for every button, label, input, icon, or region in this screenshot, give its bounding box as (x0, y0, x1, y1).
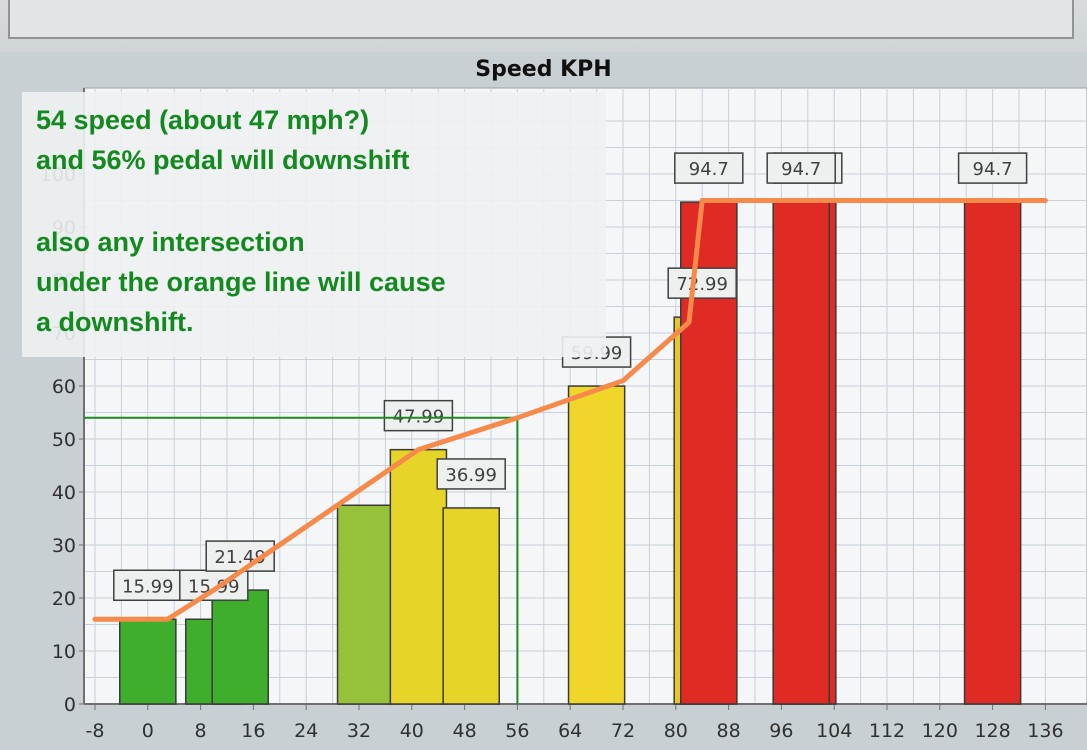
x-tick-label: 8 (195, 720, 207, 742)
x-tick-label: 80 (664, 720, 688, 742)
x-tick-label: 32 (347, 720, 371, 742)
bar (119, 618, 177, 705)
top-strip (0, 0, 1087, 52)
bar (211, 589, 269, 705)
chart-title: Speed KPH (475, 57, 612, 82)
data-label: 94.7 (781, 159, 821, 180)
x-tick-label: 128 (974, 720, 1010, 742)
y-tick-label: 60 (52, 376, 76, 398)
data-label-box (667, 267, 737, 299)
data-label: 15.99 (122, 576, 174, 597)
data-label-box (766, 152, 836, 184)
x-tick-label: -8 (86, 720, 105, 742)
annotation-line: also any intersection (36, 227, 305, 257)
y-tick-label: 50 (52, 429, 76, 451)
x-tick-label: 64 (558, 720, 582, 742)
x-tick-label: 88 (717, 720, 741, 742)
x-tick-label: 72 (611, 720, 635, 742)
data-label-box (113, 569, 183, 602)
data-label: 36.99 (445, 465, 497, 486)
top-panel (8, 0, 1074, 39)
y-tick-label: 40 (52, 482, 76, 504)
data-label-box (436, 458, 506, 490)
x-tick-label: 136 (1027, 720, 1063, 742)
bar (442, 507, 500, 705)
bar (772, 201, 831, 705)
annotation-line: under the orange line will cause (36, 267, 446, 297)
x-tick-label: 24 (294, 720, 318, 742)
bar (336, 504, 395, 705)
x-tick-label: 120 (922, 720, 958, 742)
data-label: 72.99 (676, 274, 728, 295)
downshift-line (92, 198, 1048, 622)
annotation-panel (22, 92, 606, 357)
y-tick-label: 30 (52, 535, 76, 557)
bar (567, 385, 626, 705)
data-label: 94.7 (689, 159, 729, 180)
x-tick-label: 96 (769, 720, 793, 742)
annotation-line: and 56% pedal will downshift (36, 145, 410, 175)
x-tick-label: 112 (869, 720, 905, 742)
x-tick-label: 104 (816, 720, 852, 742)
x-tick-label: 0 (142, 720, 154, 742)
x-tick-label: 16 (241, 720, 265, 742)
x-tick-label: 40 (400, 720, 424, 742)
y-tick-label: 20 (52, 588, 76, 610)
data-label: 94.7 (973, 159, 1013, 180)
data-label-box (674, 152, 744, 184)
x-tick-label: 48 (453, 720, 477, 742)
x-tick-label: 56 (505, 720, 529, 742)
data-label-box (383, 399, 454, 432)
bar (389, 448, 448, 705)
data-label-box (957, 152, 1028, 184)
annotation-line: a downshift. (36, 307, 194, 337)
bar (963, 201, 1022, 705)
y-tick-label: 0 (64, 694, 76, 716)
y-tick-label: 10 (52, 641, 76, 663)
annotation-line: 54 speed (about 47 mph?) (36, 105, 370, 135)
